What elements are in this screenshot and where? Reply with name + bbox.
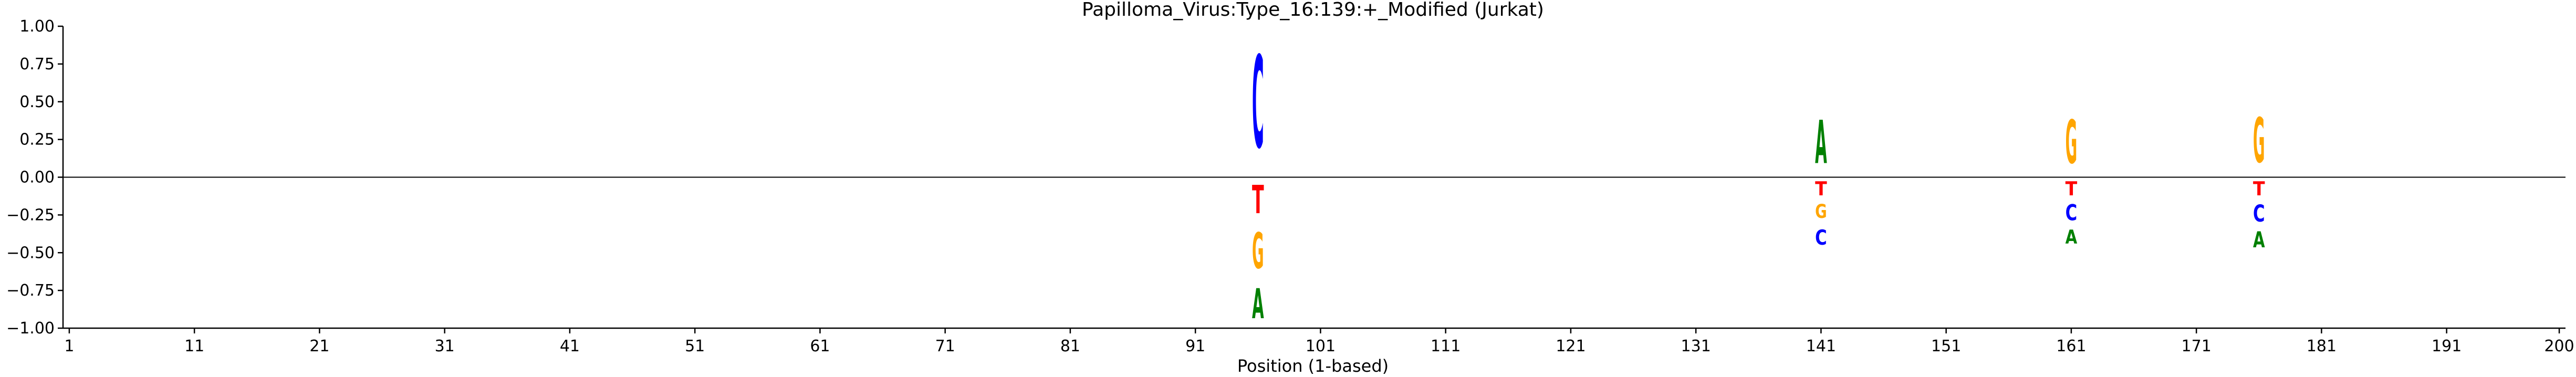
x-tick-label: 181 [2307,337,2337,355]
x-tick-label: 121 [1556,337,1586,355]
y-axis-ticks: 1.00 0.75 0.50 0.25 0.00 −0.25 −0.50 −0.75 −1.00 [6,17,63,338]
x-axis-label: Position (1-based) [1237,356,1389,376]
logo-letter-t: T [2066,177,2078,200]
x-tick-label: 21 [309,337,329,355]
x-tick-label: 1 [64,337,74,355]
logo-letter-t: T [1252,178,1264,223]
x-tick-label: 81 [1060,337,1080,355]
y-tick-label: 0.25 [19,131,55,149]
x-tick-label: 31 [435,337,455,355]
x-tick-label: 161 [2056,337,2086,355]
logo-letter-g: G [1815,200,1827,223]
x-tick-label: 151 [1931,337,1961,355]
logo-letter-t: T [2253,177,2265,200]
x-tick-label: 191 [2432,337,2462,355]
x-tick-label: 61 [810,337,830,355]
y-tick-label: −0.25 [6,206,55,224]
x-tick-label: 131 [1681,337,1711,355]
y-tick-label: −1.00 [6,319,55,338]
logo-letter-a: A [2066,225,2078,248]
x-tick-label: 200 [2544,337,2574,355]
y-tick-label: 0.50 [19,93,55,111]
logo-letter-c: C [2253,200,2265,227]
logo-letter-a: A [1252,280,1264,328]
x-tick-label: 41 [560,337,580,355]
y-tick-label: −0.75 [6,281,55,300]
y-tick-label: −0.50 [6,244,55,262]
y-tick-label: 0.75 [19,55,55,74]
logo-letter-g: G [2253,105,2265,177]
logo-letter-c: C [1815,226,1827,250]
y-tick-label: 1.00 [19,17,55,36]
x-tick-label: 51 [685,337,705,355]
logo-letter-c: C [2066,200,2078,226]
x-tick-label: 101 [1306,337,1336,355]
logo-letter-t: T [1815,177,1827,200]
logo-letter-a: A [1815,108,1827,177]
x-tick-label: 141 [1806,337,1836,355]
x-tick-label: 111 [1431,337,1461,355]
x-tick-label: 171 [2182,337,2212,355]
x-tick-label: 91 [1185,337,1205,355]
logo-letter-g: G [2066,109,2078,177]
logo-letter-a: A [2253,227,2265,253]
axes [62,26,2565,329]
x-tick-label: 11 [184,337,204,355]
y-tick-label: 0.00 [19,169,55,187]
logo-letter-g: G [1252,223,1264,280]
x-axis-ticks: 1 11 21 31 41 51 61 71 81 91 101 111 121 131 141 151 161… [64,328,2574,355]
logo-letter-c: C [1252,30,1264,177]
x-tick-label: 71 [935,337,955,355]
chart-title: Papilloma_Virus:Type_16:139:+_Modified (… [1082,0,1544,20]
